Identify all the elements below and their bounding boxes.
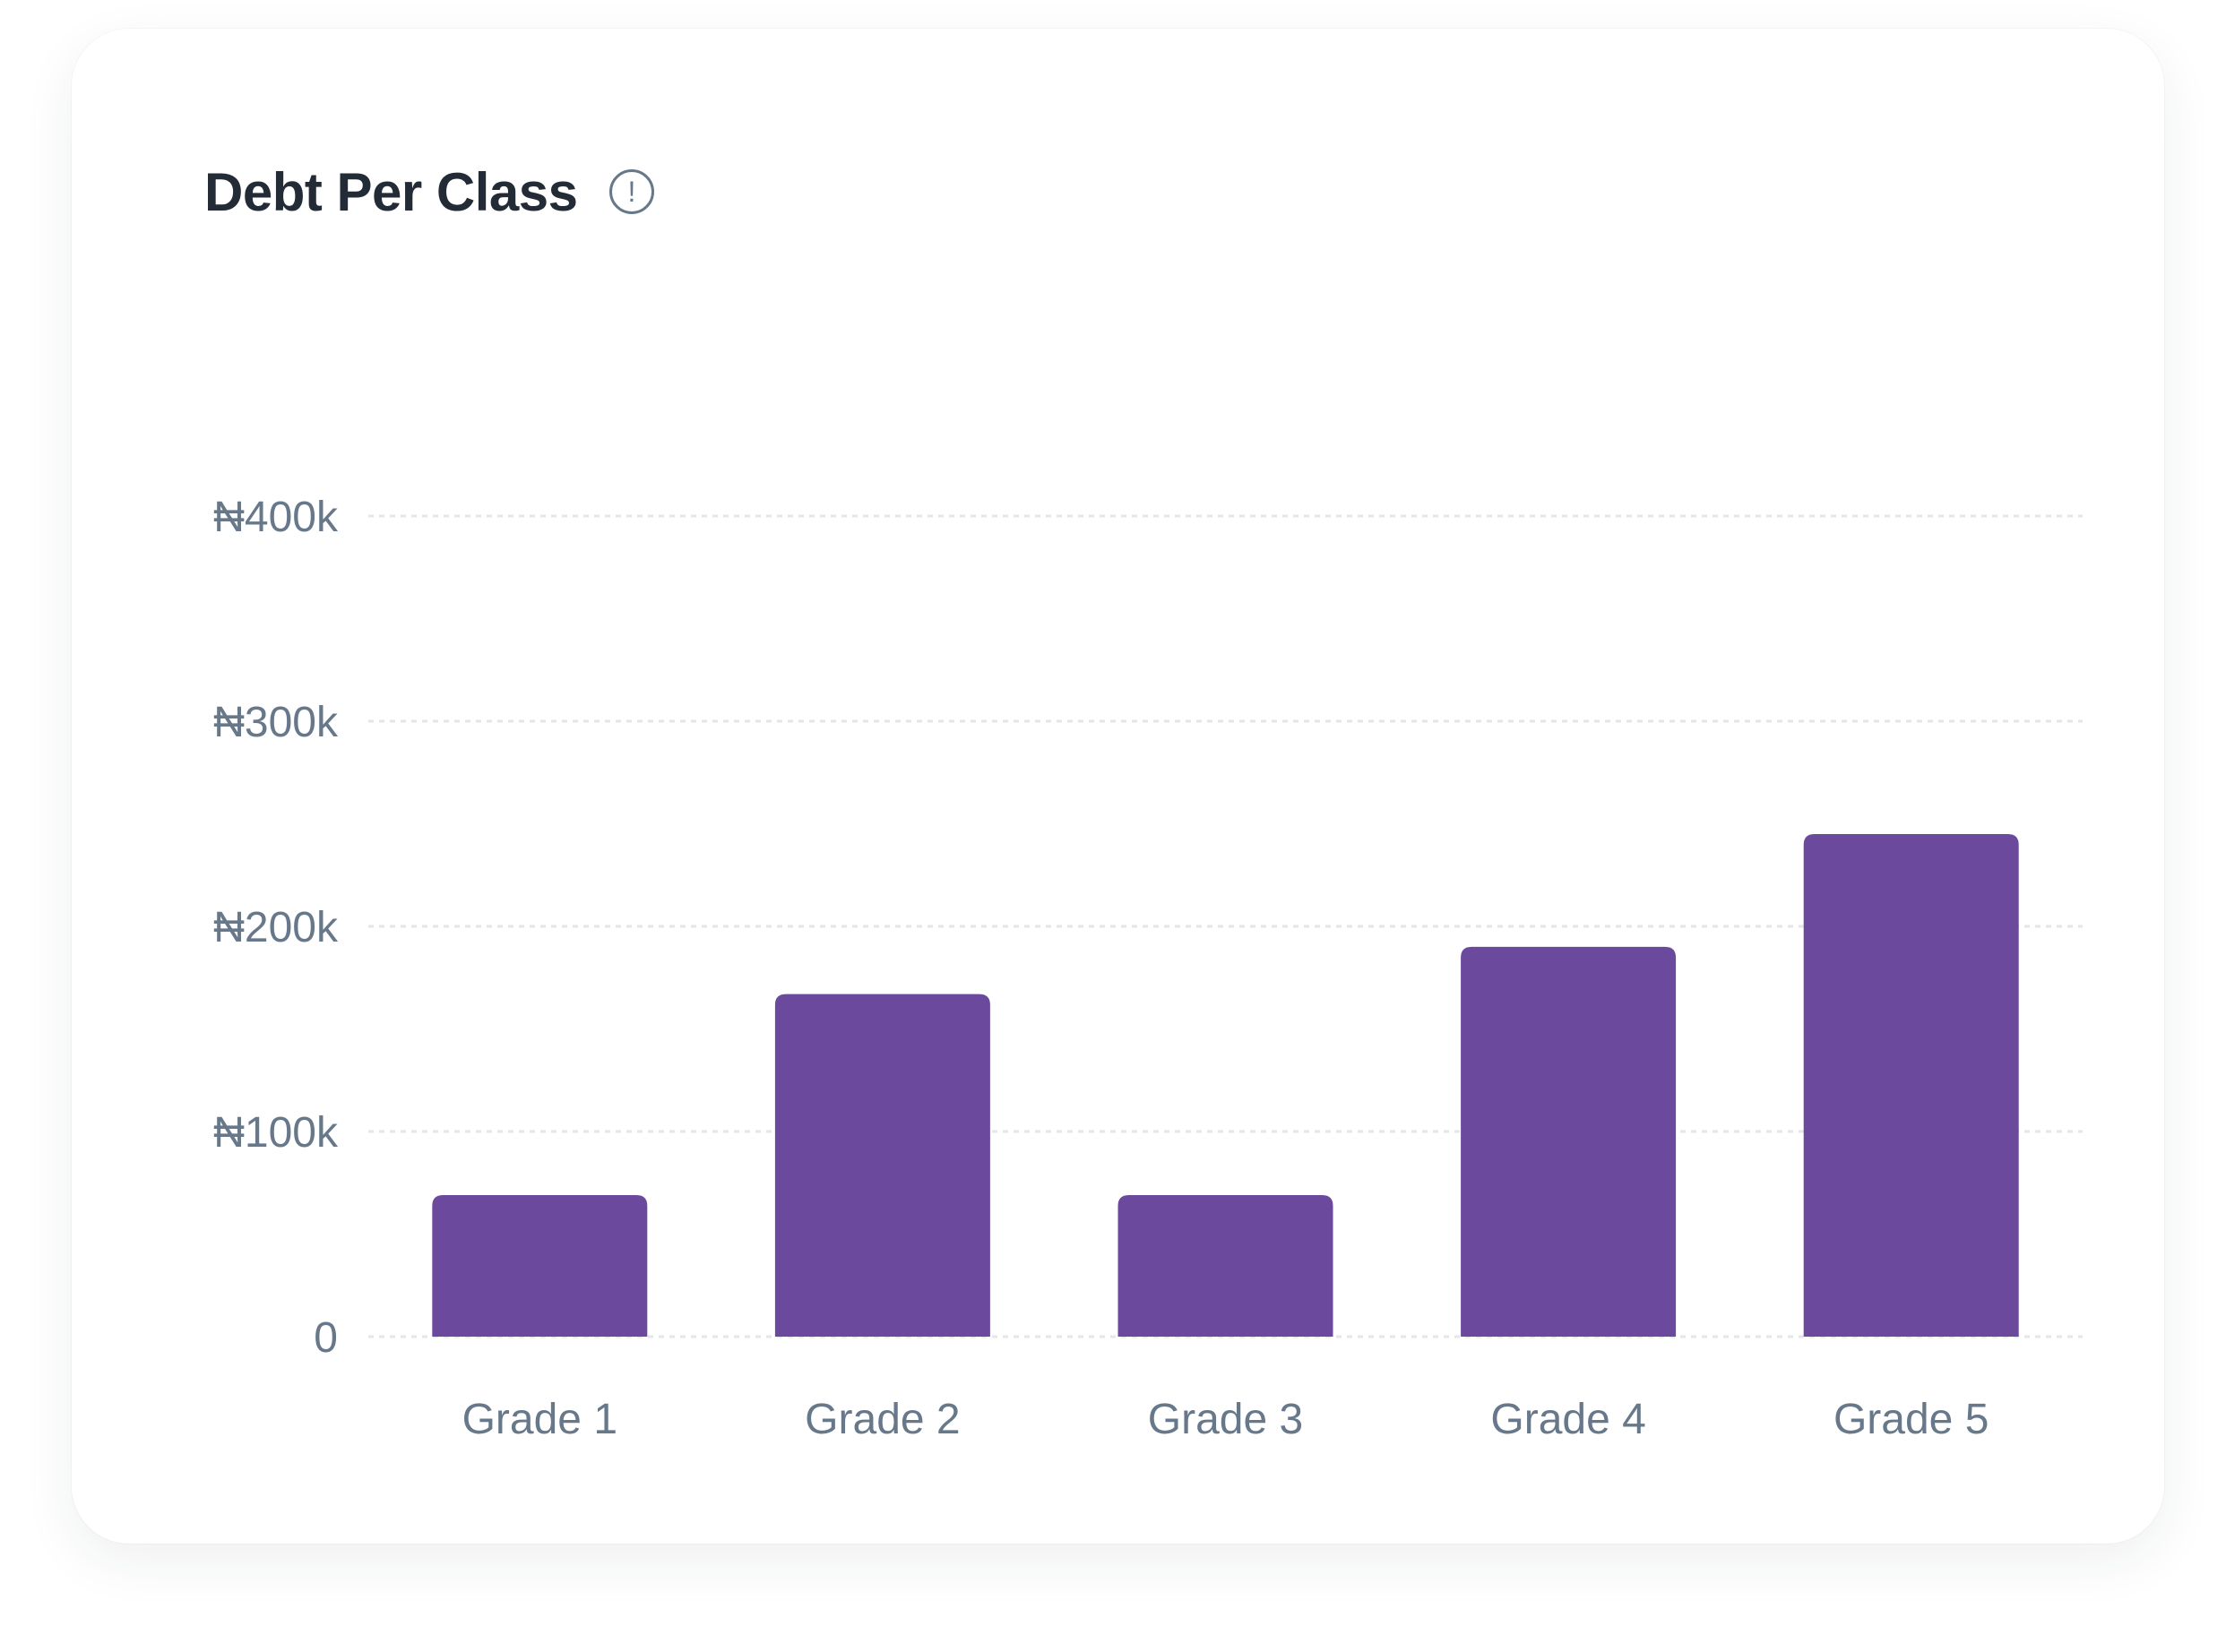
y-tick-label: ₦100k (213, 1109, 339, 1157)
x-tick-label: Grade 1 (462, 1396, 617, 1443)
x-tick-label: Grade 2 (805, 1396, 960, 1443)
y-tick-label: ₦400k (213, 494, 339, 541)
x-tick-label: Grade 5 (1833, 1396, 1989, 1443)
chart-title: Debt Per Class (204, 162, 578, 222)
bar (774, 994, 990, 1337)
bar (1803, 833, 2019, 1337)
x-tick-label: Grade 4 (1490, 1396, 1645, 1443)
bar (1117, 1194, 1333, 1337)
y-tick-label: ₦200k (213, 904, 339, 951)
bar (1461, 946, 1677, 1337)
x-tick-label: Grade 3 (1148, 1396, 1303, 1443)
y-tick-label: ₦300k (213, 699, 339, 746)
bar (432, 1194, 648, 1337)
info-circle-icon[interactable]: ! (609, 169, 654, 214)
y-tick-label: 0 (314, 1314, 338, 1362)
